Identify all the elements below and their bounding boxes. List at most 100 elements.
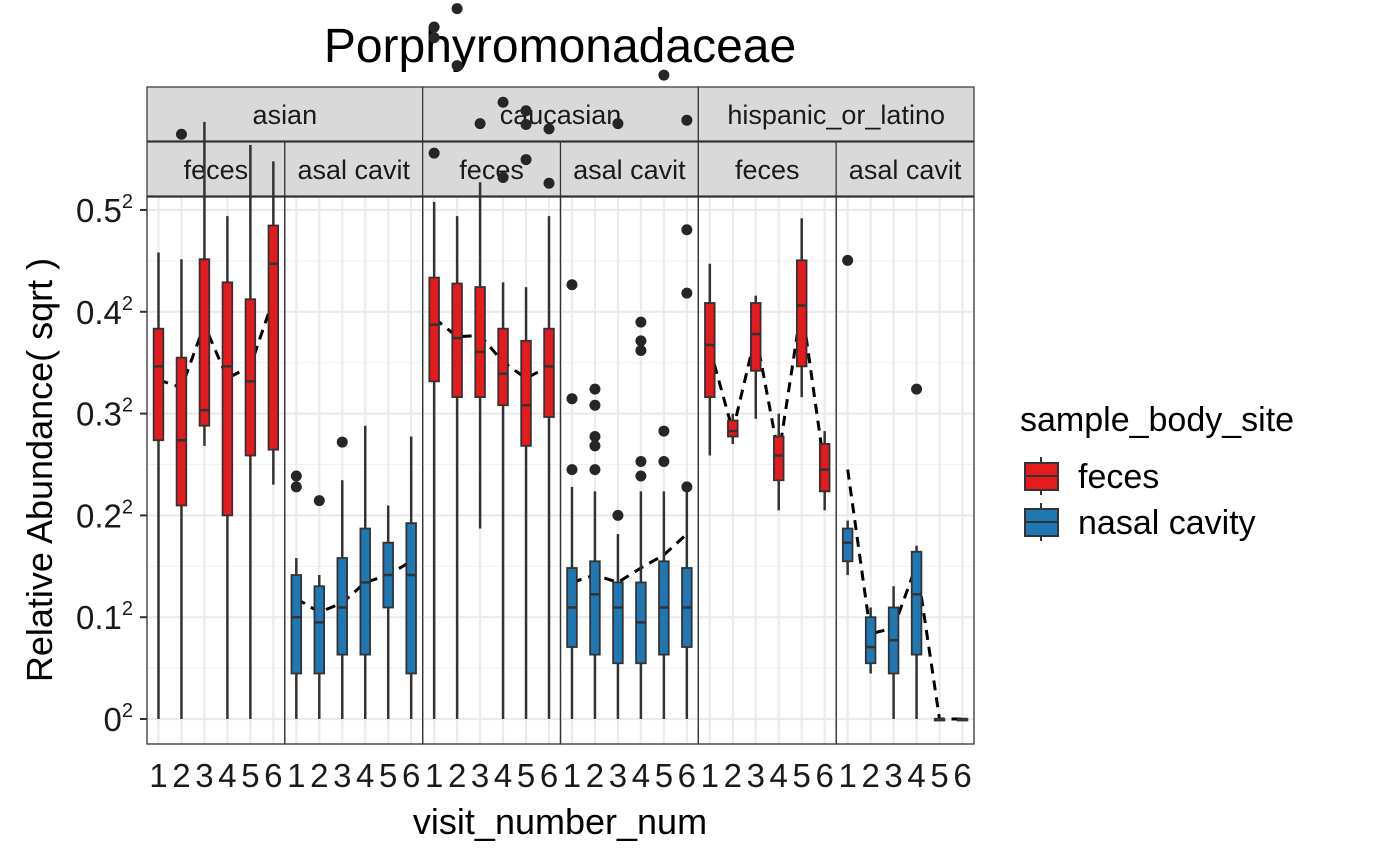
box-visit-5 bbox=[520, 339, 532, 447]
x-tick-label: 2 bbox=[448, 757, 466, 794]
x-tick-label: 1 bbox=[149, 757, 167, 794]
box-visit-2 bbox=[589, 560, 601, 656]
x-axis-title: visit_number_num bbox=[413, 801, 707, 842]
facet-label-hispanic_or_latino: hispanic_or_latino bbox=[727, 100, 945, 130]
x-tick-label: 3 bbox=[884, 757, 902, 794]
outlier-point bbox=[681, 481, 693, 493]
box-visit-5 bbox=[244, 298, 257, 457]
x-tick-label: 1 bbox=[838, 757, 856, 794]
x-tick-label: 1 bbox=[701, 757, 719, 794]
outlier-point bbox=[313, 495, 325, 507]
site-strip-label: asal cavit bbox=[573, 155, 686, 185]
outlier-point bbox=[474, 118, 486, 130]
mean-trend-line bbox=[295, 560, 412, 614]
box-visit-2 bbox=[175, 356, 188, 507]
outlier-point bbox=[635, 345, 647, 357]
outlier-point bbox=[175, 128, 187, 140]
outlier-point bbox=[589, 431, 601, 443]
x-tick-label: 6 bbox=[953, 757, 971, 794]
outlier-point bbox=[635, 316, 647, 328]
x-tick-label: 3 bbox=[747, 757, 765, 794]
x-tick-label: 4 bbox=[907, 757, 925, 794]
chart-title: Porphyromonadaceae bbox=[324, 20, 796, 73]
outlier-point bbox=[658, 425, 670, 437]
box-visit-4 bbox=[910, 550, 923, 656]
box-visit-1 bbox=[704, 302, 716, 398]
y-tick-label: 0.42 bbox=[76, 293, 133, 331]
outlier-point bbox=[589, 440, 601, 452]
outlier-point bbox=[290, 470, 302, 482]
x-tick-label: 5 bbox=[930, 757, 948, 794]
outlier-point bbox=[451, 3, 463, 15]
outlier-point bbox=[336, 436, 348, 448]
x-tick-label: 6 bbox=[816, 757, 834, 794]
x-tick-label: 1 bbox=[287, 757, 305, 794]
facet-label-caucasian: caucasian bbox=[500, 100, 622, 130]
outlier-point bbox=[543, 177, 555, 189]
outlier-point bbox=[681, 287, 693, 299]
outlier-point bbox=[520, 119, 532, 131]
outlier-point bbox=[566, 393, 578, 405]
outlier-point bbox=[428, 21, 440, 33]
x-tick-label: 1 bbox=[425, 757, 443, 794]
x-tick-label: 3 bbox=[333, 757, 351, 794]
x-tick-label: 6 bbox=[264, 757, 282, 794]
box-visit-1 bbox=[152, 327, 165, 442]
legend-title: sample_body_site bbox=[1020, 401, 1294, 439]
panel-frame bbox=[559, 196, 699, 745]
mean-trend-line bbox=[846, 469, 963, 721]
y-tick-label: 0.32 bbox=[76, 395, 133, 433]
x-tick-label: 1 bbox=[563, 757, 581, 794]
box-visit-3 bbox=[198, 258, 211, 427]
outlier-point bbox=[566, 279, 578, 291]
box-visit-2 bbox=[727, 419, 739, 438]
x-tick-label: 3 bbox=[609, 757, 627, 794]
box-visit-6 bbox=[267, 224, 280, 451]
x-tick-label: 3 bbox=[471, 757, 489, 794]
box-visit-1 bbox=[290, 574, 303, 675]
box-visit-3 bbox=[612, 581, 624, 665]
box-visit-1 bbox=[428, 276, 440, 383]
panel-frame bbox=[422, 196, 562, 745]
facet-strip-caucasian bbox=[422, 86, 699, 142]
site-strip-label: feces bbox=[184, 155, 249, 185]
site-strip bbox=[835, 141, 975, 197]
y-tick-label: 0.12 bbox=[76, 598, 133, 636]
outlier-point bbox=[589, 464, 601, 476]
x-tick-label: 5 bbox=[655, 757, 673, 794]
outlier-point bbox=[681, 224, 693, 236]
y-tick-label: 0.52 bbox=[76, 191, 133, 229]
panel-frame bbox=[284, 196, 424, 745]
facet-strip-hispanic_or_latino bbox=[697, 86, 975, 142]
box-visit-5 bbox=[795, 259, 808, 368]
panel-frame bbox=[835, 196, 975, 745]
outlier-point bbox=[497, 96, 509, 108]
x-tick-label: 4 bbox=[218, 757, 236, 794]
outlier-point bbox=[658, 455, 670, 467]
legend-label: nasal cavity bbox=[1078, 504, 1256, 542]
outlier-point bbox=[451, 60, 463, 72]
site-strip bbox=[422, 141, 562, 197]
x-tick-label: 5 bbox=[379, 757, 397, 794]
x-tick-label: 6 bbox=[402, 757, 420, 794]
x-tick-label: 5 bbox=[793, 757, 811, 794]
outlier-point bbox=[612, 509, 624, 521]
outlier-point bbox=[635, 470, 647, 482]
outlier-point bbox=[842, 254, 854, 266]
outlier-point bbox=[566, 464, 578, 476]
outlier-point bbox=[635, 335, 647, 347]
x-tick-label: 2 bbox=[861, 757, 879, 794]
x-tick-label: 4 bbox=[770, 757, 788, 794]
outlier-point bbox=[635, 455, 647, 467]
x-tick-label: 4 bbox=[494, 757, 512, 794]
box-visit-3 bbox=[750, 302, 762, 372]
outlier-point bbox=[290, 481, 302, 493]
y-tick-label: 02 bbox=[104, 700, 133, 738]
box-visit-1 bbox=[841, 527, 854, 563]
y-tick-label: 0.22 bbox=[76, 496, 133, 534]
x-tick-label: 3 bbox=[195, 757, 213, 794]
legend-label: feces bbox=[1078, 458, 1159, 496]
x-tick-label: 6 bbox=[540, 757, 558, 794]
